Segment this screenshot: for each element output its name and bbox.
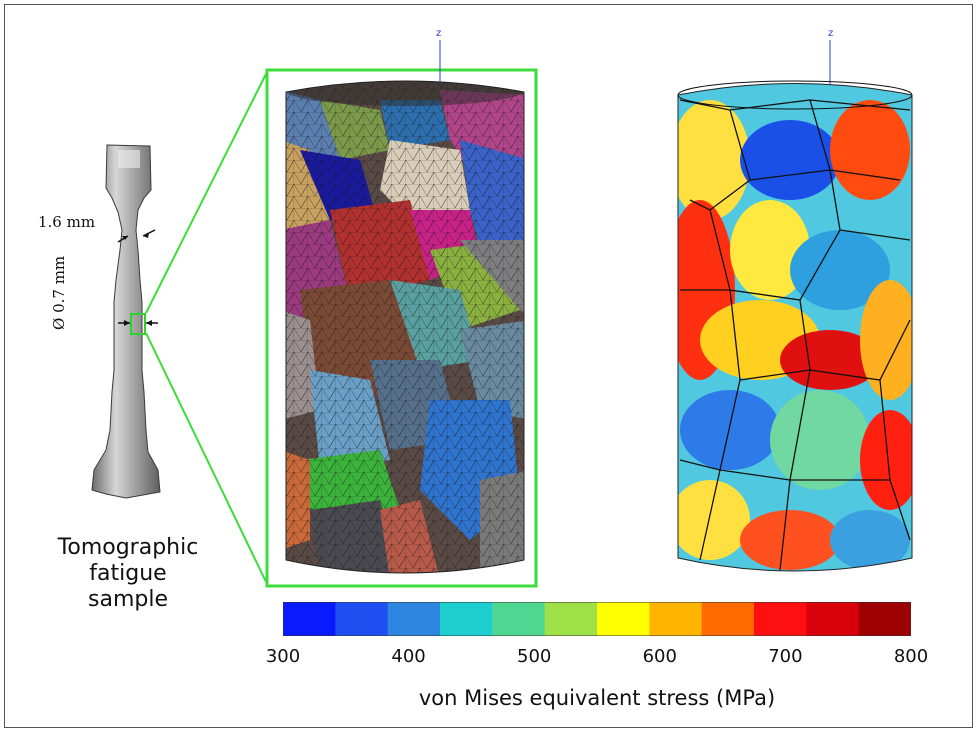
stress-field-cylinder (677, 40, 913, 572)
grain-mesh-cylinder (285, 40, 525, 574)
colorbar-cell (544, 602, 598, 636)
caption-line-2: fatigue sample (88, 561, 168, 612)
figure-frame (4, 4, 973, 728)
colorbar-label: von Mises equivalent stress (MPa) (418, 686, 776, 710)
colorbar-cell (492, 602, 546, 636)
colorbar-tick-label: 600 (642, 646, 677, 667)
stress-z-axis-label: z (828, 28, 834, 39)
colorbar-tick-label: 300 (265, 646, 301, 667)
colorbar-cell (701, 602, 755, 636)
fatigue-sample-illustration (91, 144, 161, 499)
colorbar-tick-label: 800 (893, 646, 929, 667)
colorbar-cell (335, 602, 389, 636)
neck-dimension-label: 1.6 mm (38, 213, 96, 231)
caption-line-1: Tomographic (57, 535, 199, 560)
colorbar-tick-label: 700 (768, 646, 803, 667)
colorbar-cell (649, 602, 703, 636)
mesh-z-axis-label: z (436, 28, 442, 39)
colorbar-cell (283, 602, 336, 636)
colorbar-cell (387, 602, 441, 636)
colorbar-cell (858, 602, 911, 636)
colorbar (283, 602, 911, 636)
colorbar-tick-label: 500 (517, 646, 552, 667)
colorbar-cell (597, 602, 650, 636)
colorbar-tick-label: 400 (391, 646, 426, 667)
colorbar-ticks: 300 400 500 600 700 800 (266, 646, 928, 670)
colorbar-cell (754, 602, 807, 636)
colorbar-cell (440, 602, 493, 636)
sample-caption: Tomographic fatigue sample (48, 535, 208, 613)
colorbar-cell (806, 602, 860, 636)
